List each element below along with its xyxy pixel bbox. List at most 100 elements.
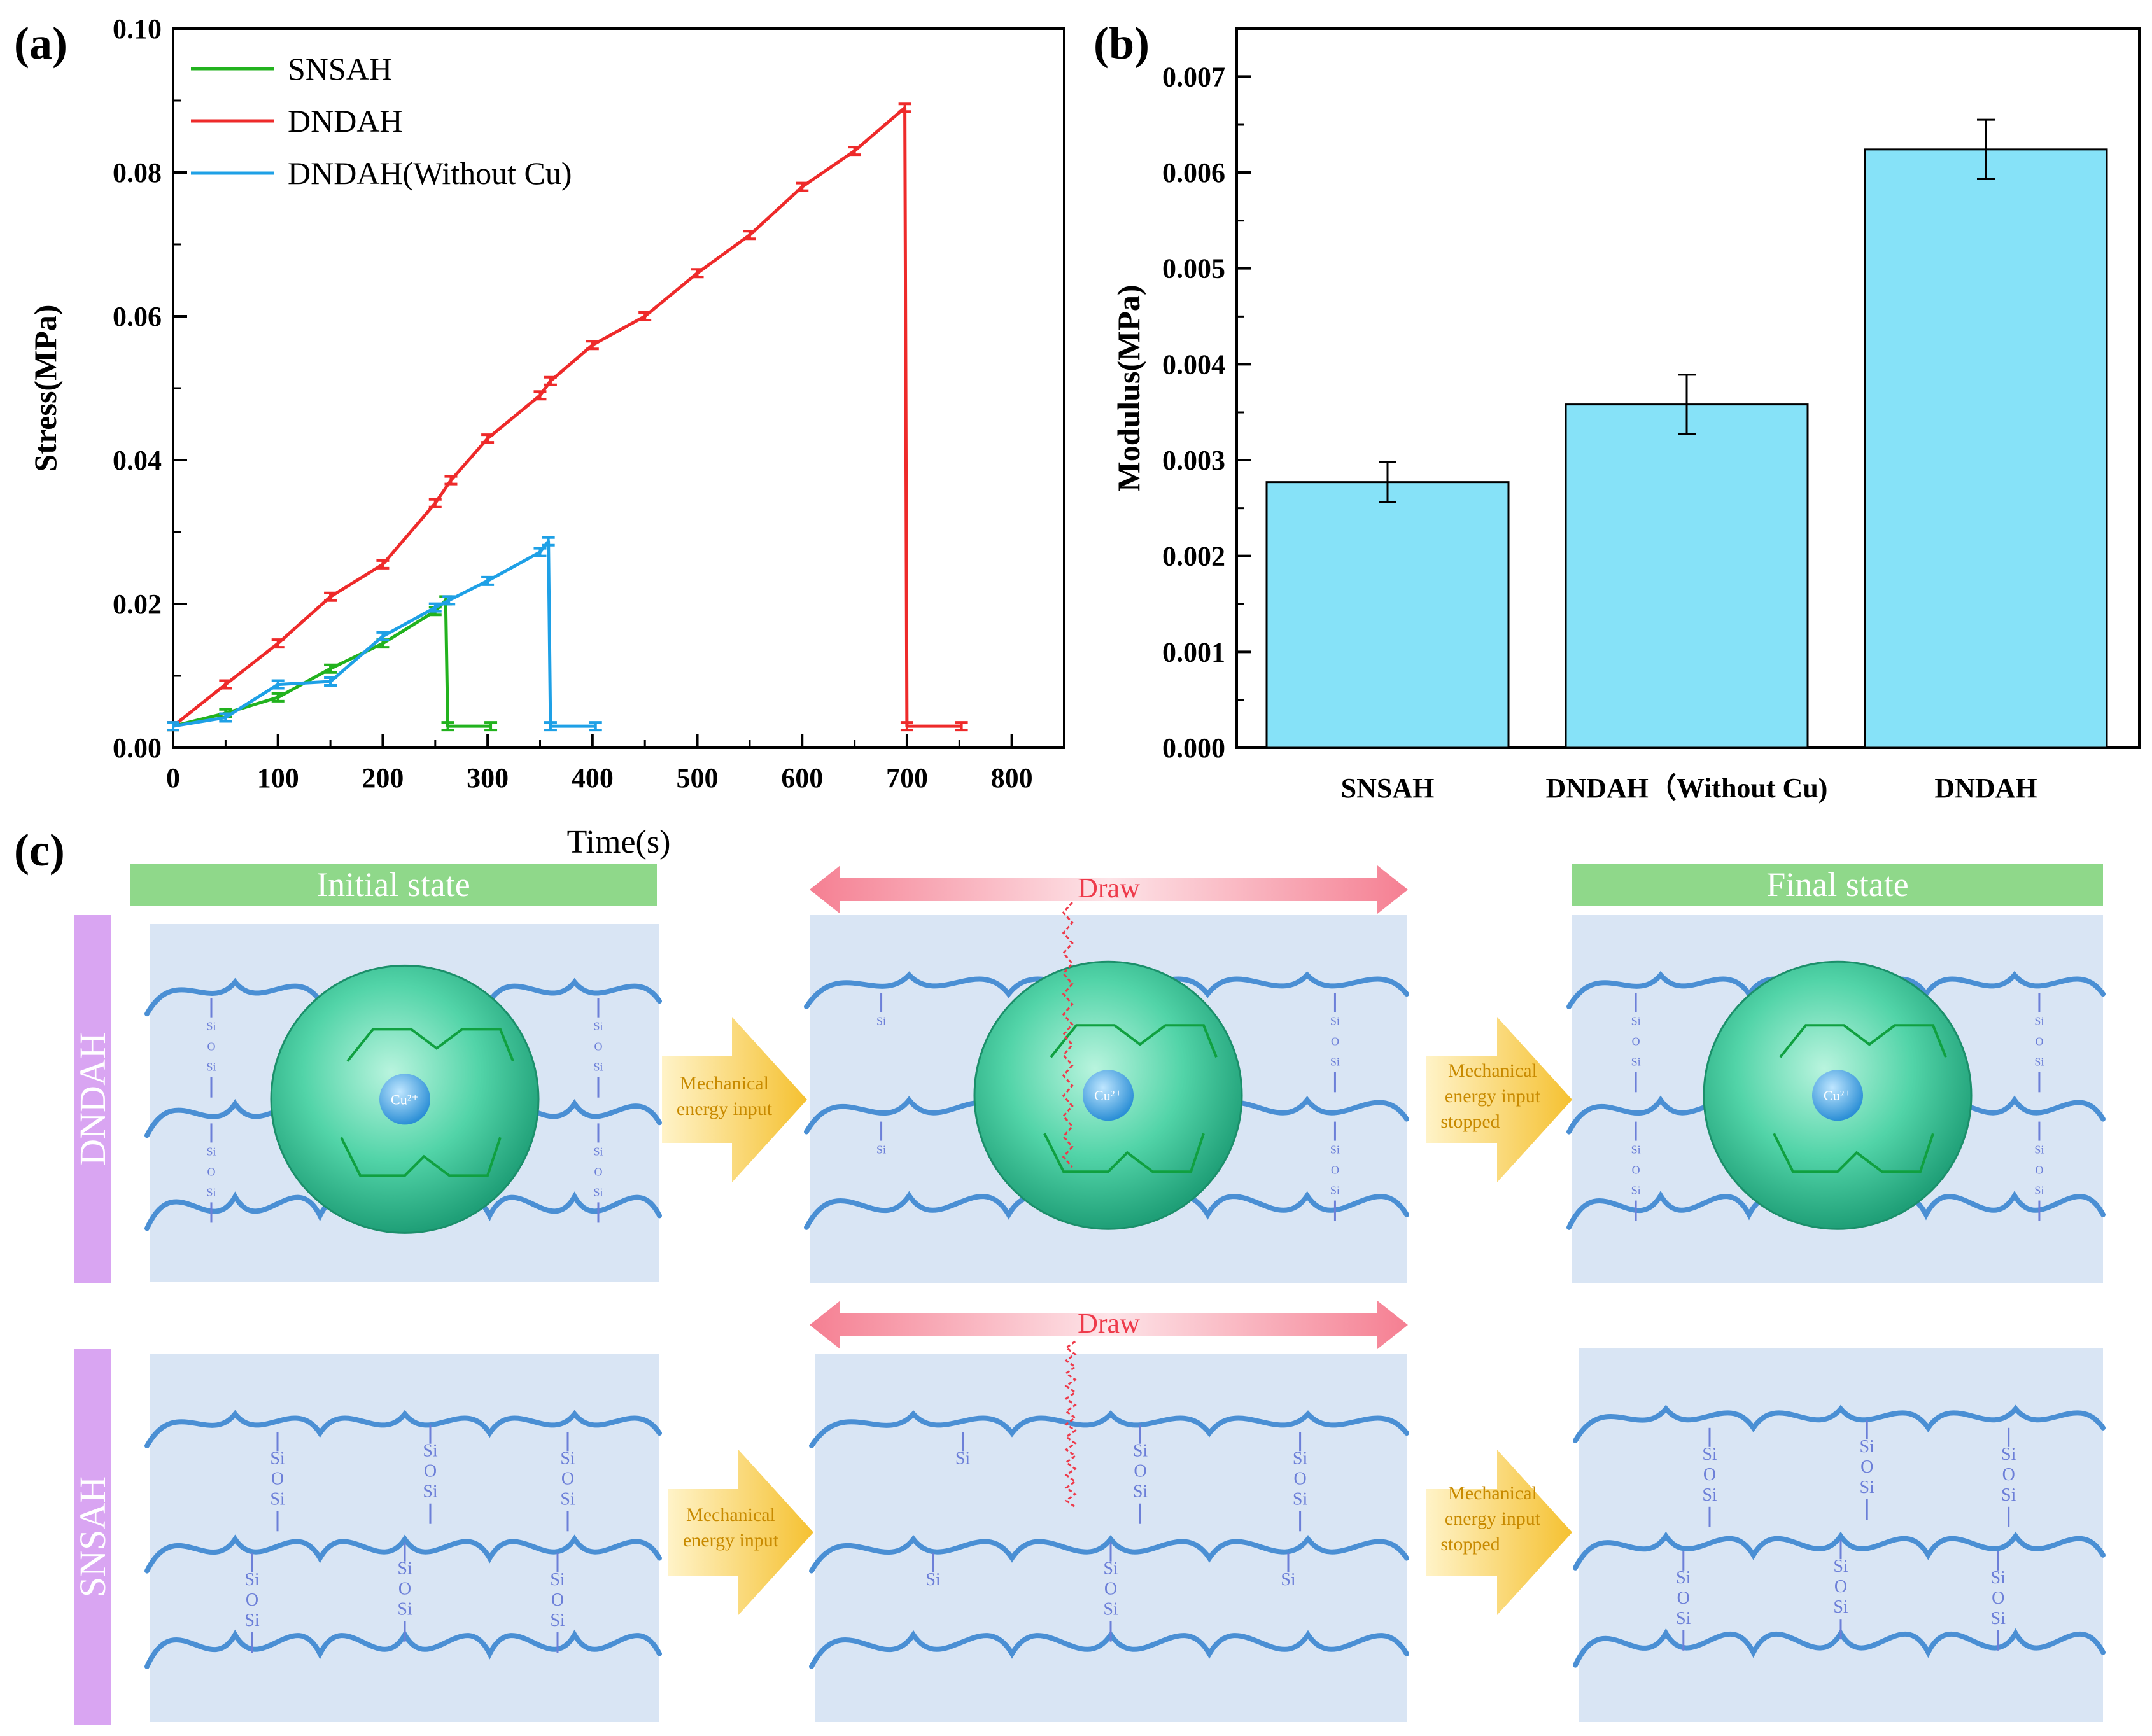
draw-label-top: Draw bbox=[1078, 872, 1140, 904]
x-tick-label: 500 bbox=[677, 762, 719, 794]
mech-stop-arrow-bottom: Mechanical energy input stopped bbox=[1426, 1450, 1572, 1615]
y-tick-label: 0.006 bbox=[1162, 157, 1225, 188]
category-label: SNSAH bbox=[1341, 773, 1435, 804]
data-point bbox=[324, 663, 337, 674]
si-o-si-link: Si bbox=[925, 1553, 941, 1590]
x-tick-label: 300 bbox=[467, 762, 509, 794]
bar-0 bbox=[1265, 481, 1510, 749]
cu-ion bbox=[379, 1074, 430, 1125]
chart-b-bars: SNSAH DNDAH（Without Cu) DNDAH bbox=[1265, 118, 2108, 804]
category-label: DNDAH bbox=[1934, 773, 2037, 804]
svg-text:Si: Si bbox=[2034, 1014, 2044, 1027]
strain-wave bbox=[1062, 902, 1074, 1168]
svg-text:Si: Si bbox=[1833, 1557, 1848, 1576]
data-point bbox=[691, 268, 704, 279]
svg-text:Si: Si bbox=[1103, 1600, 1118, 1620]
mech-input-bottom-2: energy input bbox=[683, 1530, 779, 1551]
svg-text:O: O bbox=[1632, 1164, 1640, 1177]
svg-text:Si: Si bbox=[1860, 1478, 1875, 1497]
data-point bbox=[481, 433, 495, 444]
svg-text:Si: Si bbox=[244, 1570, 260, 1590]
y-tick-label: 0.02 bbox=[113, 589, 162, 620]
svg-text:Si: Si bbox=[876, 1014, 886, 1027]
legend-label: DNDAH bbox=[288, 103, 403, 139]
mech-stop-top-3: stopped bbox=[1440, 1111, 1500, 1132]
svg-text:Si: Si bbox=[1281, 1570, 1296, 1590]
data-point bbox=[167, 721, 179, 732]
data-point bbox=[848, 146, 861, 157]
y-tick-label: 0.002 bbox=[1162, 541, 1225, 572]
data-point bbox=[586, 340, 599, 351]
cu-label: Cu²⁺ bbox=[391, 1091, 419, 1107]
data-point bbox=[955, 721, 968, 732]
svg-text:O: O bbox=[1331, 1035, 1339, 1047]
row-snsah-bar bbox=[74, 1349, 111, 1725]
y-tick-label: 0.10 bbox=[113, 13, 162, 45]
x-tick-label: 200 bbox=[362, 762, 404, 794]
svg-text:Si: Si bbox=[244, 1611, 260, 1630]
svg-text:O: O bbox=[594, 1165, 603, 1178]
svg-text:Si: Si bbox=[1330, 1144, 1340, 1156]
svg-text:O: O bbox=[1104, 1579, 1117, 1599]
polymer-chain bbox=[1573, 1531, 2106, 1571]
final-state-label: Final state bbox=[1766, 865, 1908, 904]
data-point bbox=[533, 390, 547, 401]
chart-a-xlabel: Time(s) bbox=[567, 824, 671, 860]
svg-text:O: O bbox=[2035, 1035, 2043, 1047]
data-point bbox=[271, 679, 285, 690]
svg-text:O: O bbox=[594, 1040, 603, 1053]
mech-input-arrow-bottom: Mechanical energy input bbox=[668, 1450, 813, 1615]
final-state-bar bbox=[1572, 864, 2103, 906]
data-point bbox=[444, 475, 458, 486]
draw-arrow-top: Draw bbox=[810, 865, 1408, 914]
data-point bbox=[428, 498, 442, 508]
data-point bbox=[484, 721, 498, 732]
scene-panel-1: Si Si O Si Si Si O Si Cu²⁺ bbox=[804, 902, 1409, 1283]
svg-text:Si: Si bbox=[423, 1441, 438, 1461]
data-point bbox=[796, 181, 809, 192]
y-tick-label: 0.00 bbox=[113, 732, 162, 764]
svg-text:Si: Si bbox=[2034, 1055, 2044, 1068]
svg-text:Si: Si bbox=[1133, 1441, 1148, 1461]
svg-text:O: O bbox=[207, 1165, 216, 1178]
error-bar bbox=[1977, 118, 1995, 181]
svg-text:Si: Si bbox=[2034, 1184, 2044, 1197]
y-tick-label: 0.003 bbox=[1162, 445, 1225, 476]
x-tick-label: 0 bbox=[166, 762, 180, 794]
legend-label: SNSAH bbox=[288, 51, 392, 87]
panel-a-label: (a) bbox=[14, 18, 67, 69]
svg-text:Si: Si bbox=[270, 1489, 285, 1509]
x-tick-label: 600 bbox=[781, 762, 823, 794]
svg-text:Si: Si bbox=[1702, 1445, 1717, 1464]
data-point bbox=[376, 631, 390, 641]
cu-label: Cu²⁺ bbox=[1094, 1088, 1122, 1103]
data-point bbox=[271, 692, 285, 703]
polymer-chain bbox=[809, 1535, 1409, 1574]
chart-a-series bbox=[167, 102, 968, 732]
polymer-chain bbox=[1573, 1404, 2106, 1443]
svg-text:Si: Si bbox=[206, 1145, 216, 1158]
y-tick-label: 0.001 bbox=[1162, 636, 1225, 668]
error-bar bbox=[1678, 374, 1696, 435]
draw-arrow-bottom: Draw bbox=[810, 1301, 1408, 1349]
row-snsah-label: SNSAH bbox=[72, 1476, 113, 1597]
svg-text:Si: Si bbox=[423, 1482, 438, 1502]
svg-text:Si: Si bbox=[206, 1020, 216, 1033]
scene-panel-2: Si O Si Si O Si Si O Si Si O Si Cu²⁺ bbox=[1566, 915, 2106, 1283]
x-tick-label: 800 bbox=[991, 762, 1033, 794]
svg-text:Si: Si bbox=[1293, 1489, 1308, 1509]
polymer-chain bbox=[144, 1534, 662, 1574]
svg-text:O: O bbox=[398, 1579, 411, 1599]
svg-text:Si: Si bbox=[1293, 1448, 1308, 1468]
